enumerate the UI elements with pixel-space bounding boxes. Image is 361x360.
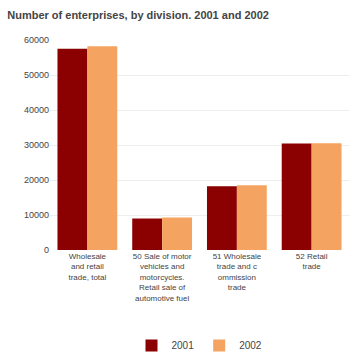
svg-text:30000: 30000	[24, 140, 49, 150]
svg-text:2002: 2002	[239, 340, 262, 351]
svg-text:40000: 40000	[24, 105, 49, 115]
svg-text:Number of enterprises, by divi: Number of enterprises, by division. 2001…	[7, 9, 269, 21]
svg-text:2001: 2001	[172, 340, 195, 351]
svg-text:52 Retailtrade: 52 Retailtrade	[296, 252, 328, 271]
svg-text:50 Sale of motorvehicles andmo: 50 Sale of motorvehicles andmotorcycles.…	[133, 252, 192, 303]
svg-text:20000: 20000	[24, 175, 49, 185]
svg-text:Wholesaleand retailtrade, tota: Wholesaleand retailtrade, total	[68, 252, 106, 282]
svg-text:10000: 10000	[24, 210, 49, 220]
svg-text:0: 0	[44, 245, 49, 255]
svg-text:51 Wholesaletrade and commissi: 51 Wholesaletrade and commissiontrade	[213, 252, 262, 292]
svg-text:60000: 60000	[24, 35, 49, 45]
svg-text:50000: 50000	[24, 70, 49, 80]
